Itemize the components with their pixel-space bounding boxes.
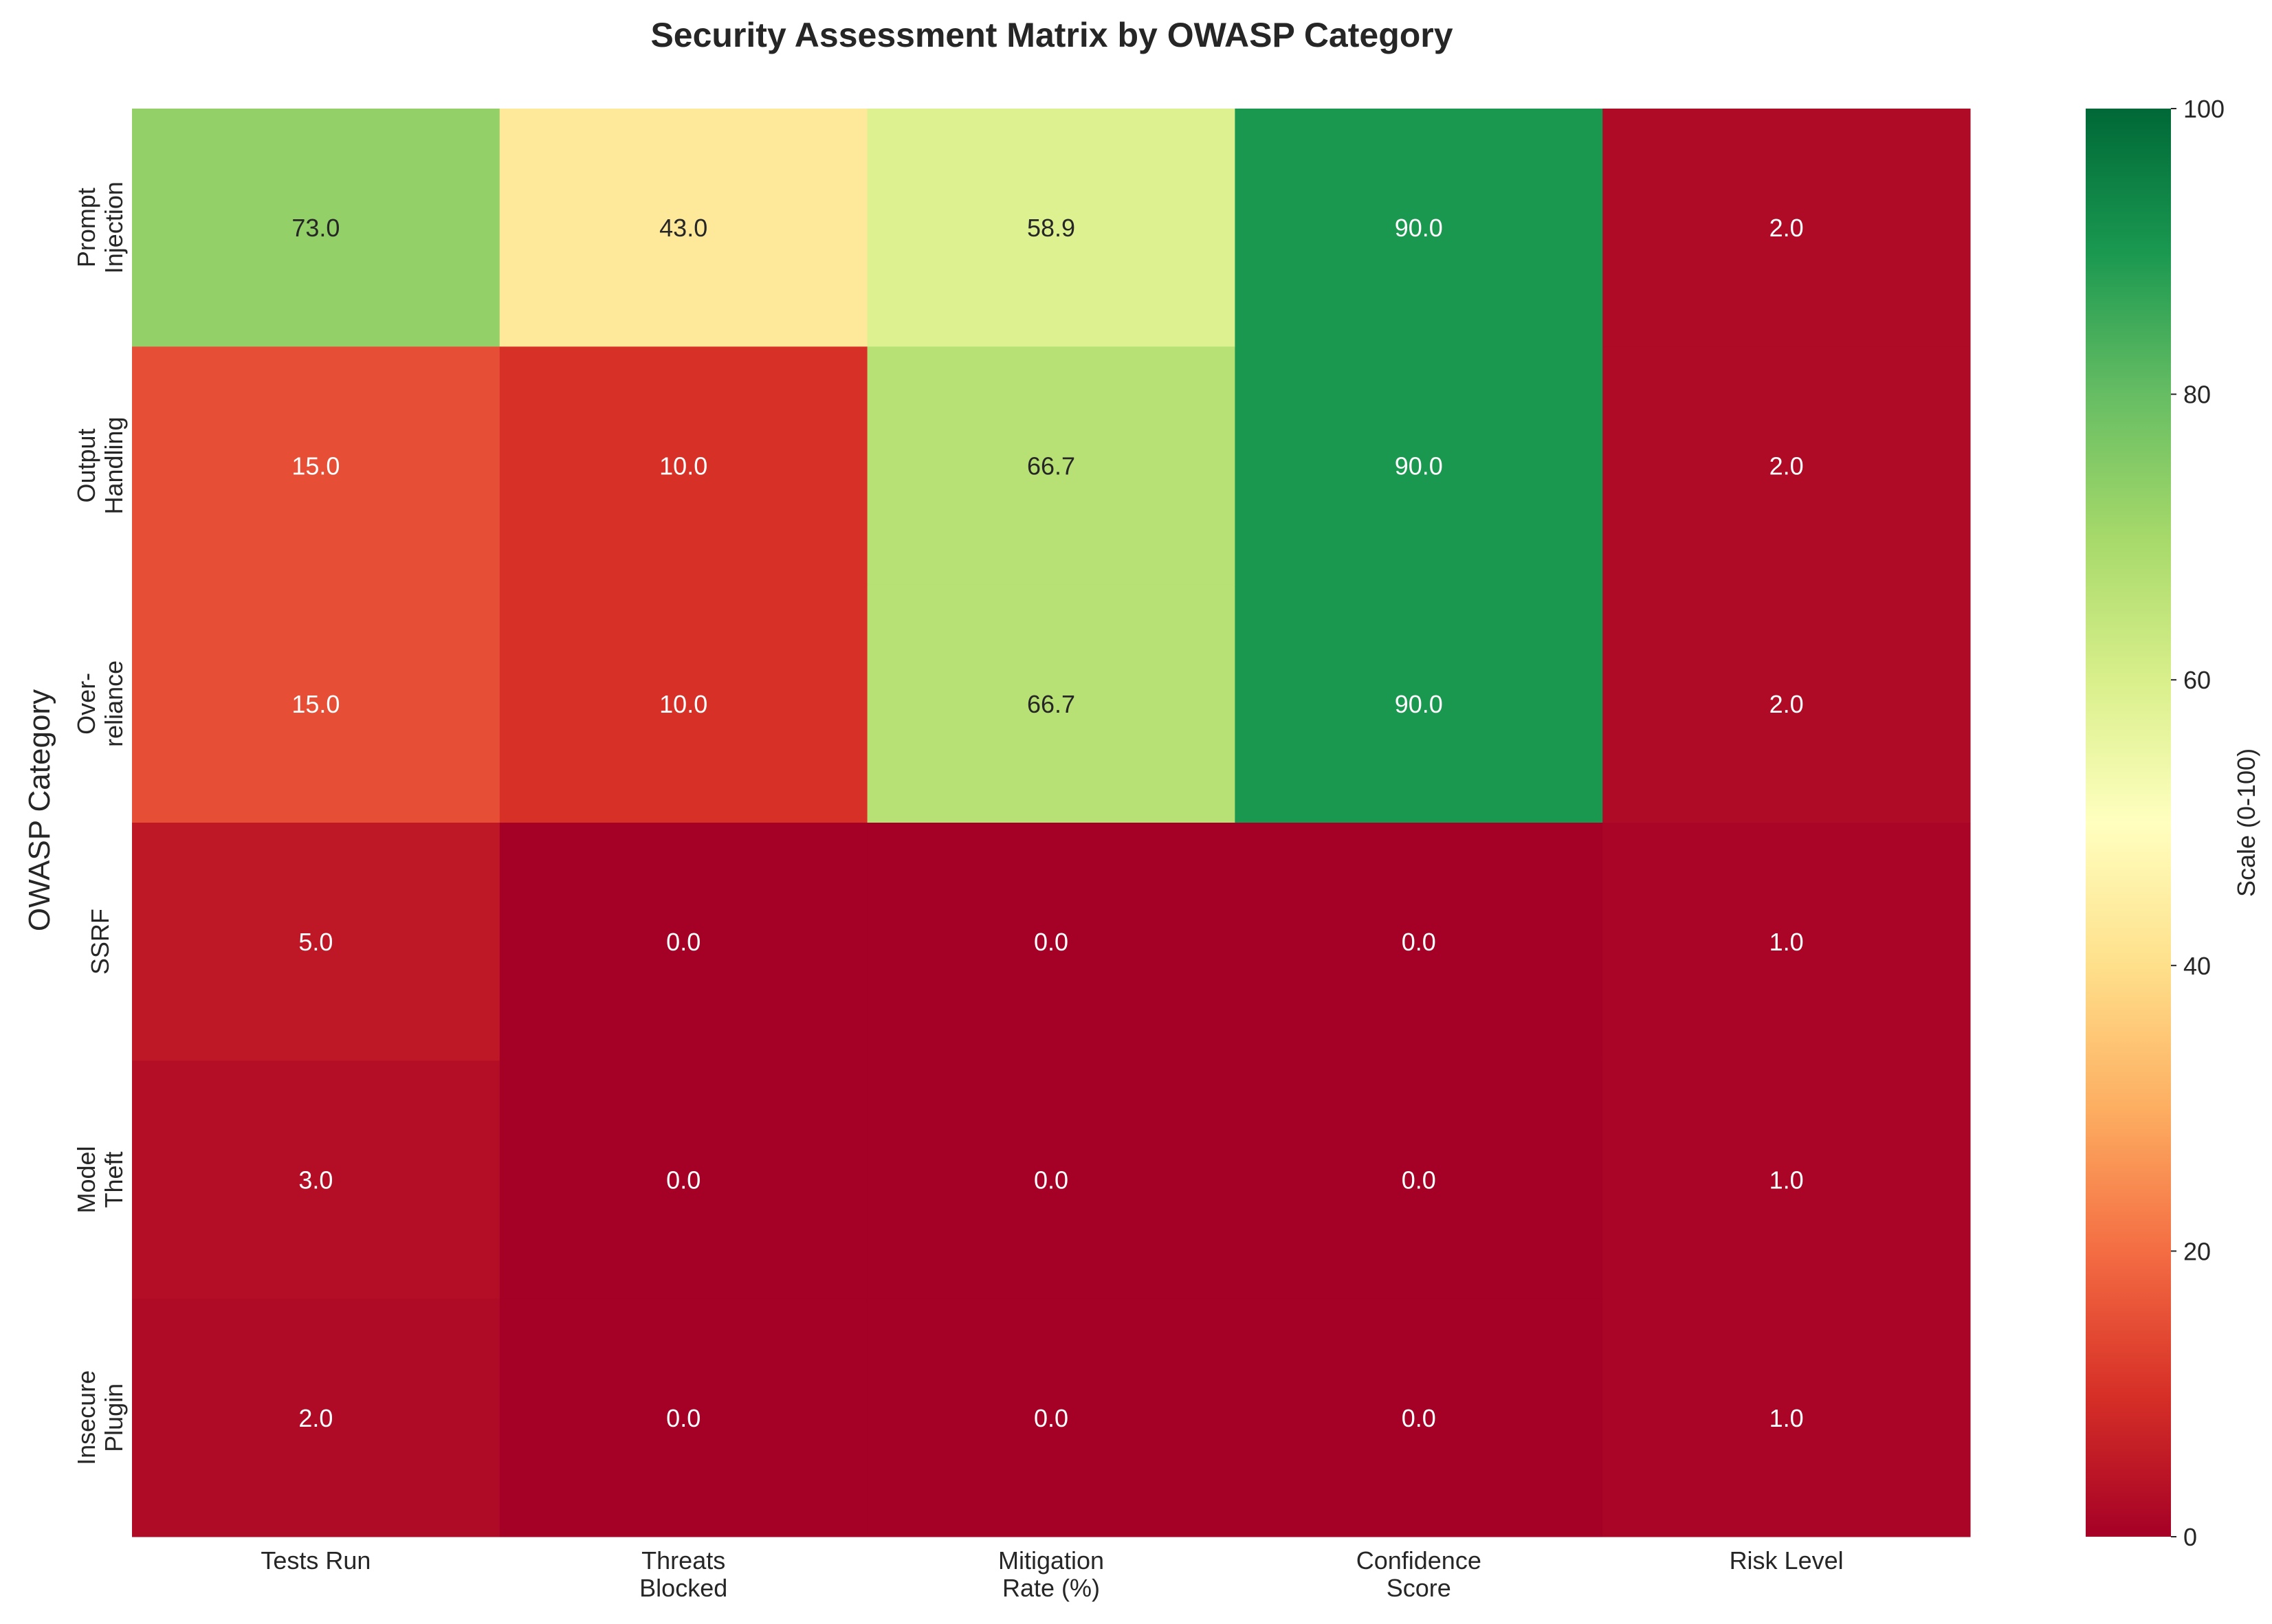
column-tick-label: Confidence [1356, 1546, 1481, 1575]
cell-value-label: 0.0 [1034, 1404, 1068, 1432]
colorbar-tick-label: 20 [2183, 1237, 2211, 1265]
heatmap-cell [1235, 346, 1603, 586]
column-tick-label: Threats [641, 1546, 725, 1575]
column-tick-label: Blocked [639, 1574, 727, 1602]
cell-value-label: 43.0 [659, 214, 707, 242]
row-tick-label: Theft [100, 1151, 128, 1208]
cell-value-label: 0.0 [1402, 1404, 1436, 1432]
chart-title: Security Assessment Matrix by OWASP Cate… [650, 16, 1453, 54]
heatmap-cell [499, 1060, 868, 1300]
heatmap-cell [1602, 823, 1971, 1061]
row-tick-label: reliance [100, 660, 128, 747]
cell-value-label: 3.0 [298, 1166, 333, 1194]
cell-value-label: 2.0 [1769, 690, 1804, 718]
y-axis-title: OWASP Category [23, 689, 56, 931]
cell-value-label: 0.0 [1034, 1166, 1068, 1194]
cell-value-label: 10.0 [659, 690, 707, 718]
colorbar-tick-label: 60 [2183, 666, 2211, 694]
heatmap-cell [1235, 584, 1603, 823]
heatmap-cell [1235, 1060, 1603, 1300]
heatmap-cell [132, 109, 500, 347]
colorbar-tick-label: 0 [2183, 1523, 2197, 1551]
cell-value-label: 0.0 [1402, 1166, 1436, 1194]
cell-value-label: 90.0 [1395, 452, 1443, 480]
heatmap-cell [132, 1060, 500, 1300]
cell-value-label: 0.0 [1402, 928, 1436, 956]
heatmap-cell [1602, 584, 1971, 823]
heatmap-cell [132, 1298, 500, 1537]
heatmap-cell [867, 109, 1235, 347]
cell-value-label: 58.9 [1027, 214, 1075, 242]
heatmap-cell [867, 1298, 1235, 1537]
cell-value-label: 73.0 [291, 214, 340, 242]
heatmap-cell [867, 1060, 1235, 1300]
cell-value-label: 1.0 [1769, 928, 1804, 956]
heatmap-cell [132, 823, 500, 1061]
colorbar-tick-label: 100 [2183, 95, 2225, 123]
row-tick-label: Injection [100, 181, 128, 274]
cell-value-label: 15.0 [291, 452, 340, 480]
heatmap-cell [499, 346, 868, 586]
column-tick-label: Tests Run [261, 1546, 371, 1575]
row-tick-label: Insecure [72, 1370, 100, 1465]
heatmap-cell [1602, 1060, 1971, 1300]
column-tick-label: Risk Level [1730, 1546, 1844, 1575]
heatmap-cell [499, 109, 868, 347]
heatmap-cell [867, 346, 1235, 586]
cell-value-label: 0.0 [666, 928, 701, 956]
cell-value-label: 2.0 [1769, 214, 1804, 242]
heatmap-cell [132, 584, 500, 823]
heatmap-cell [1235, 823, 1603, 1061]
row-tick-label: Plugin [100, 1383, 128, 1452]
cell-value-label: 2.0 [298, 1404, 333, 1432]
row-tick-label: Over- [72, 673, 100, 735]
heatmap-cell [132, 346, 500, 586]
heatmap-cell [1602, 109, 1971, 347]
cell-value-label: 2.0 [1769, 452, 1804, 480]
cell-value-label: 0.0 [666, 1404, 701, 1432]
heatmap-cell [867, 584, 1235, 823]
cell-value-label: 90.0 [1395, 214, 1443, 242]
heatmap-cell [1602, 346, 1971, 586]
cell-value-label: 90.0 [1395, 690, 1443, 718]
row-tick-label: Output [72, 428, 100, 502]
heatmap-cell [1602, 1298, 1971, 1537]
colorbar-tick-label: 40 [2183, 952, 2211, 980]
heatmap-cell [499, 823, 868, 1061]
cell-value-label: 10.0 [659, 452, 707, 480]
cell-value-label: 5.0 [298, 928, 333, 956]
cell-value-label: 1.0 [1769, 1404, 1804, 1432]
column-tick-label: Score [1387, 1574, 1451, 1602]
column-tick-label: Mitigation [998, 1546, 1104, 1575]
heatmap-cell [499, 1298, 868, 1537]
heatmap-cell [499, 584, 868, 823]
cell-value-label: 66.7 [1027, 452, 1075, 480]
colorbar [2086, 109, 2171, 1537]
colorbar-label: Scale (0-100) [2232, 748, 2260, 897]
heatmap-cell [1235, 109, 1603, 347]
row-tick-label: Handling [100, 416, 128, 514]
cell-value-label: 0.0 [1034, 928, 1068, 956]
heatmap-cell [1235, 1298, 1603, 1537]
heatmap-cell [867, 823, 1235, 1061]
row-tick-label: Prompt [72, 188, 100, 267]
row-tick-label: Model [72, 1146, 100, 1213]
cell-value-label: 66.7 [1027, 690, 1075, 718]
column-tick-label: Rate (%) [1002, 1574, 1100, 1602]
row-tick-label: SSRF [86, 909, 114, 975]
cell-value-label: 1.0 [1769, 1166, 1804, 1194]
colorbar-tick-label: 80 [2183, 381, 2211, 409]
cell-value-label: 15.0 [291, 690, 340, 718]
cell-value-label: 0.0 [666, 1166, 701, 1194]
